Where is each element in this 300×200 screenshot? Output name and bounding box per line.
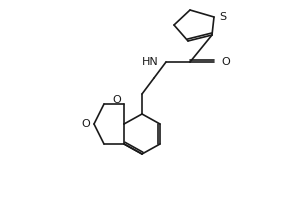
Text: S: S <box>219 12 226 22</box>
Text: O: O <box>81 119 90 129</box>
Text: O: O <box>112 95 121 105</box>
Text: O: O <box>221 57 230 67</box>
Text: HN: HN <box>142 57 159 67</box>
